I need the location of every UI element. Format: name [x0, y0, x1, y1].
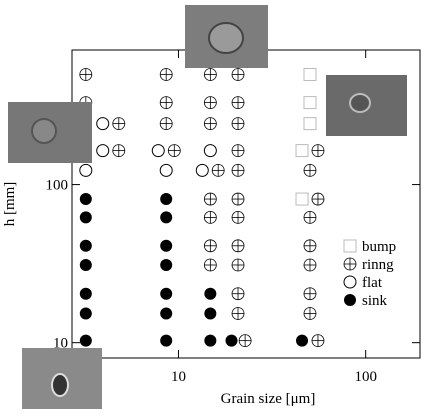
plot-area: 10 100 10 100	[46, 50, 420, 385]
marker-bump	[303, 117, 317, 131]
legend: bump rinng flat sink	[343, 239, 396, 309]
marker-ring	[311, 144, 325, 158]
marker-ring	[231, 211, 245, 224]
marker-sink	[79, 258, 92, 271]
inset-photo-grain	[51, 373, 69, 397]
marker-bump	[295, 144, 309, 158]
marker-ring	[203, 258, 217, 272]
marker-flat	[96, 144, 110, 158]
marker-sink	[160, 239, 173, 252]
inset-photos	[8, 5, 407, 409]
marker-sink	[79, 239, 92, 252]
marker-ring	[203, 96, 217, 110]
marker-ring	[203, 68, 217, 81]
legend-label: flat	[362, 275, 383, 291]
marker-ring	[343, 257, 357, 271]
series	[79, 117, 217, 177]
y-tick-label: 10	[53, 336, 68, 352]
inset-photo-grain	[31, 118, 57, 144]
marker-ring	[303, 239, 317, 253]
marker-flat	[96, 117, 110, 131]
marker-sink	[225, 334, 238, 347]
marker-sink	[344, 294, 356, 306]
y-axis-label: h [mm]	[2, 182, 18, 227]
marker-flat	[159, 163, 173, 177]
marker-sink	[204, 307, 217, 320]
marker-flat	[195, 163, 209, 177]
marker-ring	[231, 258, 245, 272]
marker-ring	[112, 144, 126, 158]
marker-ring	[231, 68, 245, 81]
marker-ring	[231, 239, 245, 253]
marker-ring	[231, 307, 245, 320]
marker-ring	[311, 192, 325, 206]
marker-flat	[79, 163, 93, 177]
marker-flat	[343, 275, 357, 289]
marker-sink	[160, 287, 173, 300]
marker-ring	[311, 334, 325, 348]
marker-ring	[79, 68, 93, 81]
marker-sink	[204, 334, 217, 347]
marker-ring	[112, 117, 126, 131]
marker-ring	[303, 258, 317, 272]
marker-sink	[296, 334, 309, 347]
marker-ring	[159, 68, 173, 81]
x-axis-label: Grain size [μm]	[221, 391, 316, 407]
marker-ring	[159, 117, 173, 131]
marker-ring	[211, 163, 225, 177]
marker-ring	[159, 96, 173, 110]
series	[295, 67, 317, 206]
marker-ring	[167, 144, 181, 158]
marker-sink	[79, 287, 92, 300]
marker-ring	[203, 239, 217, 253]
marker-ring	[203, 192, 217, 206]
inset-photo-grain	[349, 93, 371, 113]
marker-ring	[203, 117, 217, 131]
marker-bump	[303, 96, 317, 110]
marker-bump	[343, 239, 357, 253]
marker-ring	[303, 287, 317, 301]
marker-ring	[231, 96, 245, 110]
marker-sink	[204, 287, 217, 300]
marker-ring	[231, 163, 245, 177]
marker-ring	[303, 211, 317, 224]
series	[79, 193, 309, 347]
marker-ring	[231, 117, 245, 131]
marker-ring	[231, 144, 245, 158]
marker-sink	[160, 307, 173, 320]
marker-sink	[160, 258, 173, 271]
marker-sink	[79, 307, 92, 320]
x-tick-label: 10	[171, 369, 186, 385]
marker-ring	[203, 211, 217, 224]
marker-ring	[238, 334, 252, 348]
marker-sink	[79, 193, 92, 206]
inset-photo-grain	[208, 22, 244, 54]
marker-flat	[151, 144, 165, 158]
legend-label: rinng	[362, 257, 394, 273]
marker-bump	[303, 67, 317, 81]
marker-sink	[79, 211, 92, 224]
legend-label: sink	[362, 293, 388, 309]
marker-bump	[295, 192, 309, 206]
marker-sink	[160, 211, 173, 224]
marker-ring	[303, 163, 317, 177]
y-tick-label: 100	[46, 178, 69, 194]
marker-ring	[231, 192, 245, 206]
legend-label: bump	[362, 239, 396, 255]
marker-sink	[160, 334, 173, 347]
x-tick-label: 100	[354, 369, 377, 385]
marker-ring	[231, 287, 245, 301]
marker-sink	[79, 334, 92, 347]
marker-flat	[203, 144, 217, 158]
series	[79, 68, 325, 348]
marker-ring	[303, 307, 317, 320]
marker-sink	[160, 193, 173, 206]
